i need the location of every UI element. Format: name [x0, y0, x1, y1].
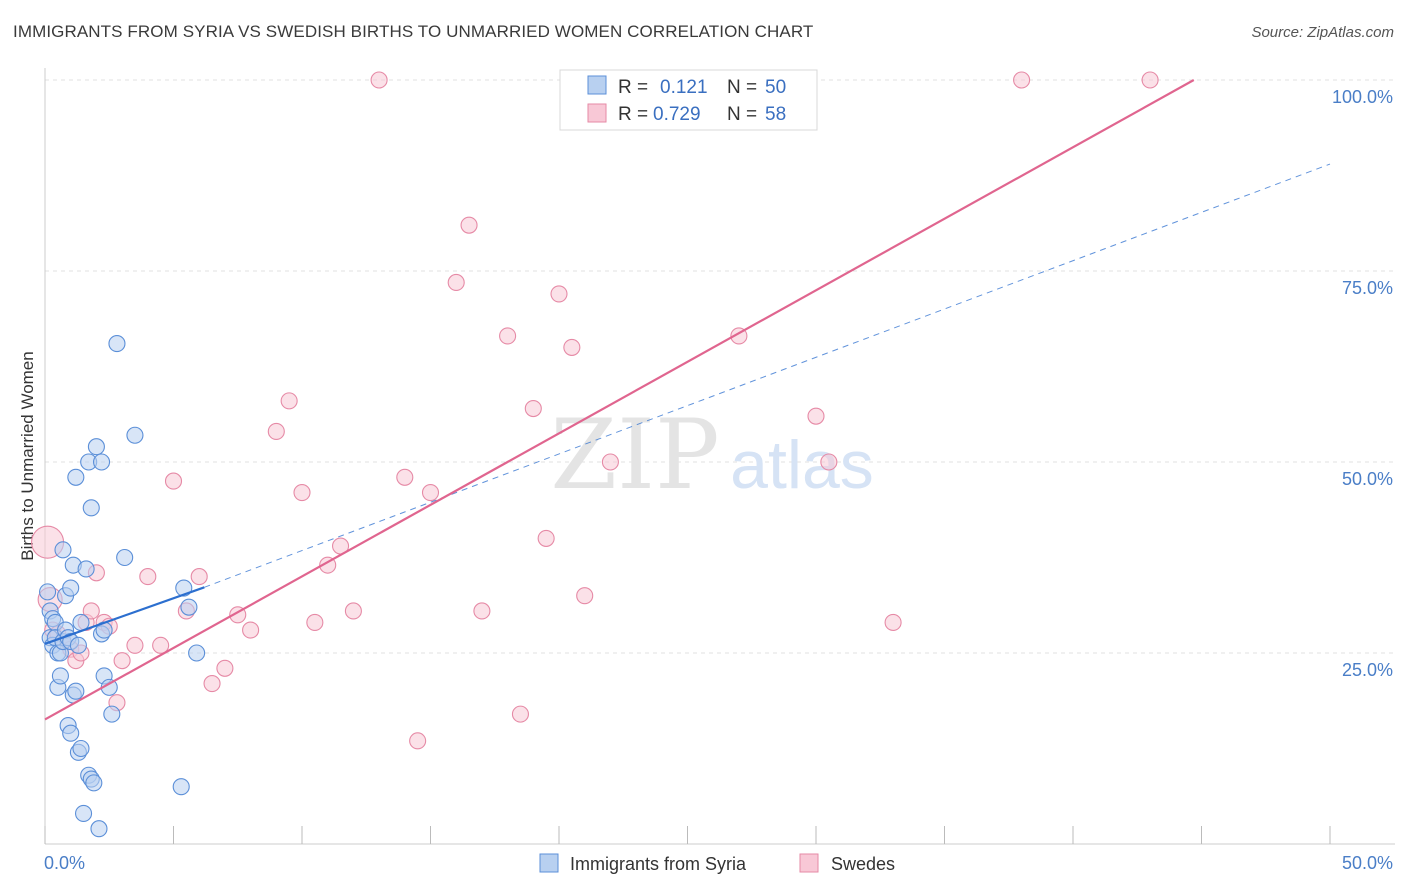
data-point-swedes — [113, 652, 131, 670]
source-credit: Source: ZipAtlas.com — [1251, 24, 1394, 41]
legend-n-label-syria: N = — [727, 77, 757, 98]
data-point-syria — [69, 636, 87, 654]
data-point-syria — [82, 499, 100, 517]
data-point-syria — [51, 667, 69, 685]
legend-r-value-syria: 0.121 — [660, 77, 708, 98]
data-point-syria — [75, 804, 93, 822]
data-point-swedes — [216, 659, 234, 677]
y-tick-label: 50.0% — [1342, 469, 1393, 489]
bottom-legend-swatch-swedes — [799, 853, 819, 873]
data-point-syria — [62, 579, 80, 597]
data-point-syria — [85, 774, 103, 792]
data-point-syria — [92, 453, 111, 471]
legend-swatch-syria — [587, 75, 607, 95]
data-point-swedes — [82, 602, 100, 620]
data-point-syria — [180, 598, 198, 616]
legend-n-value-syria: 50 — [765, 77, 786, 98]
data-point-swedes — [293, 484, 311, 502]
data-point-swedes — [563, 338, 581, 356]
data-point-swedes — [319, 556, 337, 574]
y-tick-labels: 25.0% 50.0% 75.0% 100.0% — [1332, 87, 1393, 680]
data-point-swedes — [1141, 71, 1159, 89]
data-point-syria — [90, 820, 108, 838]
data-point-swedes — [306, 613, 324, 631]
chart-title: IMMIGRANTS FROM SYRIA VS SWEDISH BIRTHS … — [13, 22, 814, 41]
data-point-swedes — [370, 71, 388, 89]
data-point-swedes — [447, 273, 465, 292]
data-point-swedes — [537, 529, 555, 547]
legend-n-label-swedes: N = — [727, 104, 757, 125]
data-point-syria — [62, 724, 80, 742]
data-point-syria — [67, 682, 85, 700]
data-point-syria — [188, 644, 206, 662]
data-point-syria — [172, 778, 190, 796]
y-tick-label: 75.0% — [1342, 278, 1393, 298]
watermark: ZIP atlas — [550, 399, 873, 511]
legend-r-value-swedes: 0.729 — [653, 104, 701, 125]
legend-swatch-swedes — [587, 103, 607, 123]
data-point-swedes — [460, 216, 478, 234]
data-point-swedes — [203, 675, 221, 693]
data-point-syria — [126, 426, 144, 444]
grid-lines — [45, 79, 1395, 654]
bottom-legend: Immigrants from Syria Swedes — [539, 853, 895, 874]
data-point-swedes — [152, 636, 170, 654]
series-syria — [39, 335, 206, 838]
bottom-legend-label-swedes: Swedes — [831, 854, 895, 874]
data-point-syria — [103, 705, 121, 723]
data-point-syria — [116, 548, 134, 567]
data-point-swedes — [344, 602, 362, 620]
data-point-syria — [39, 583, 57, 601]
data-point-swedes — [499, 327, 517, 345]
x-tick-label: 50.0% — [1342, 853, 1393, 873]
data-point-syria — [67, 468, 85, 486]
data-point-syria — [77, 560, 95, 578]
data-point-swedes — [396, 468, 414, 486]
x-tick-labels: 0.0% 50.0% — [44, 853, 1393, 873]
data-point-syria — [54, 541, 72, 559]
data-point-swedes — [820, 453, 838, 471]
y-axis-label: Births to Unmarried Women — [18, 351, 37, 560]
data-point-swedes — [576, 587, 594, 605]
data-point-swedes — [164, 472, 183, 490]
data-point-swedes — [601, 453, 619, 471]
watermark-atlas: atlas — [730, 427, 874, 503]
trendline-syria — [44, 586, 205, 645]
correlation-legend: R = 0.121 N = 50 R = 0.729 N = 58 — [559, 69, 818, 131]
trendlines — [44, 79, 1331, 721]
data-point-swedes — [524, 399, 542, 418]
data-point-swedes — [421, 484, 440, 502]
data-point-swedes — [139, 568, 157, 586]
data-point-swedes — [473, 602, 491, 620]
data-point-swedes — [190, 568, 208, 586]
data-point-swedes — [550, 285, 568, 303]
x-tick-label: 0.0% — [44, 853, 85, 873]
data-point-swedes — [511, 705, 530, 723]
data-point-syria — [87, 438, 105, 456]
data-point-swedes — [126, 636, 144, 654]
data-point-swedes — [1013, 71, 1031, 89]
watermark-zip: ZIP — [550, 399, 719, 511]
legend-r-label-swedes: R = — [618, 104, 648, 125]
bottom-legend-swatch-syria — [539, 853, 559, 873]
axes — [44, 68, 1395, 845]
data-point-swedes — [884, 613, 902, 631]
trendline-swedes — [44, 79, 1195, 721]
legend-n-value-swedes: 58 — [765, 104, 786, 125]
legend-r-label-syria: R = — [618, 77, 648, 98]
data-point-syria — [72, 739, 90, 758]
data-point-swedes — [242, 621, 260, 639]
y-tick-label: 100.0% — [1332, 87, 1393, 107]
data-point-swedes — [280, 392, 298, 410]
y-tick-label: 25.0% — [1342, 660, 1393, 680]
data-point-swedes — [807, 407, 825, 425]
data-point-syria — [108, 335, 126, 353]
trendline-syria — [204, 163, 1331, 588]
data-point-swedes — [267, 422, 285, 440]
bottom-legend-label-syria: Immigrants from Syria — [570, 854, 747, 874]
data-point-swedes — [409, 732, 427, 750]
